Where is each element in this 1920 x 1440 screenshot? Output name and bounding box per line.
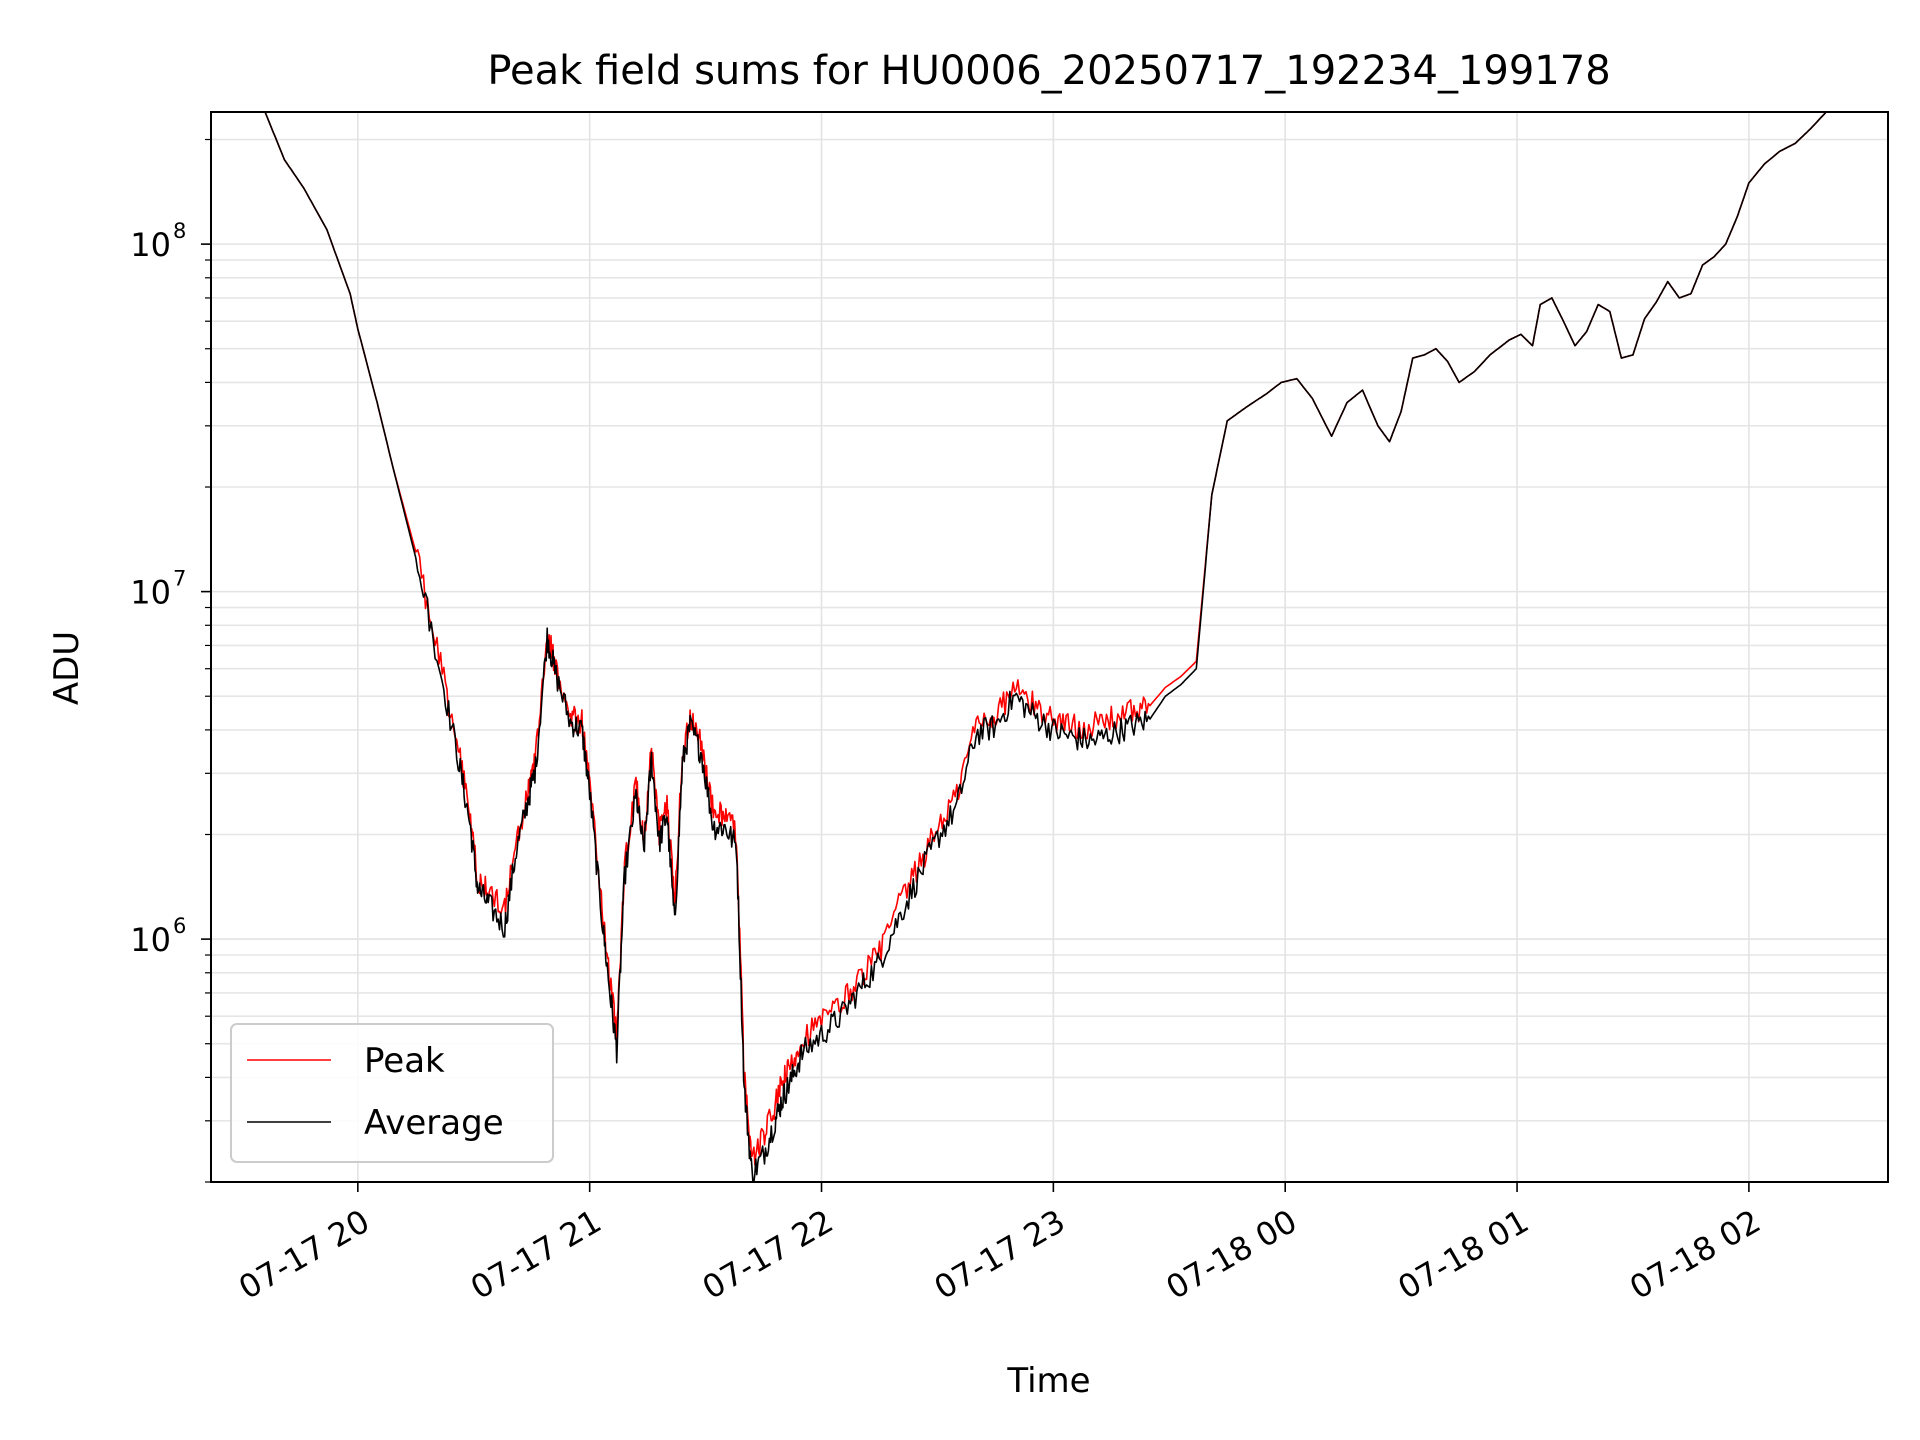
legend-label-average: Average — [364, 1103, 504, 1143]
y-tick-exponent: 7 — [173, 567, 186, 591]
series-lines — [264, 111, 1841, 1183]
y-tick-exponent: 8 — [173, 219, 186, 243]
major-gridlines — [211, 112, 1888, 1182]
x-axis-label: Time — [1006, 1361, 1090, 1401]
legend: Peak Average — [230, 1023, 554, 1163]
minor-gridlines — [205, 138, 1888, 1183]
legend-label-peak: Peak — [364, 1041, 445, 1081]
y-axis-label: ADU — [47, 631, 87, 705]
plot-frame — [210, 111, 1889, 1183]
y-tick-label: 10 — [130, 921, 171, 959]
y-tick-exponent: 6 — [173, 914, 186, 938]
series-line-average — [264, 111, 1841, 1183]
y-tick-label: 10 — [130, 574, 171, 612]
legend-box — [230, 1023, 554, 1163]
y-tick-label: 10 — [130, 226, 171, 264]
chart-title: Peak field sums for HU0006_20250717_1922… — [487, 48, 1610, 94]
